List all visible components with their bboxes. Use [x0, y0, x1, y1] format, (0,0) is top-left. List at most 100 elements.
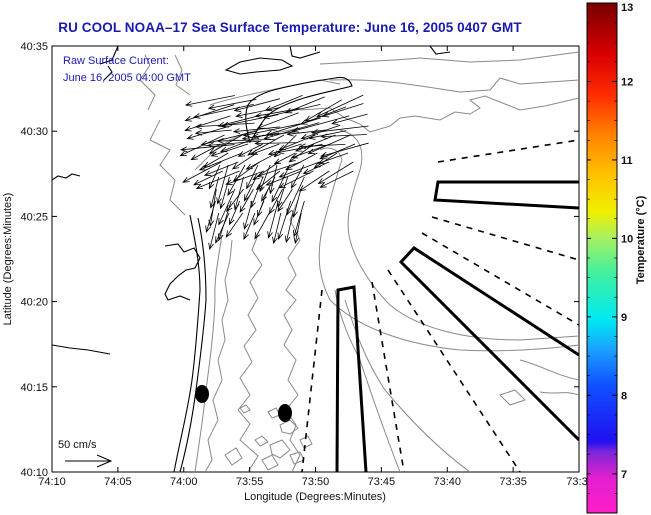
current-arrow — [193, 170, 223, 186]
current-arrow — [273, 152, 296, 165]
current-arrow — [268, 188, 283, 215]
coastline-path — [173, 214, 201, 472]
current-arrow — [216, 164, 229, 205]
y-tick-label: 40:20 — [20, 297, 48, 309]
dashed-transect — [371, 281, 405, 472]
current-arrow — [179, 134, 225, 157]
contour-line — [261, 454, 279, 471]
current-arrow — [232, 126, 280, 134]
x-tick-label: 73:55 — [236, 476, 264, 488]
x-tick-label: 73:40 — [433, 476, 461, 488]
colorbar-tick-label: 13 — [621, 2, 633, 14]
current-arrow — [207, 140, 260, 148]
current-arrow — [219, 176, 230, 210]
y-tick-label: 40:25 — [20, 211, 48, 223]
current-arrow — [210, 143, 249, 157]
current-arrow — [243, 176, 257, 202]
current-arrow — [229, 200, 241, 226]
current-arrow — [277, 188, 293, 213]
current-arrow — [208, 134, 243, 154]
current-arrow — [207, 98, 257, 111]
current-arrow — [320, 133, 367, 140]
contour-line — [499, 389, 526, 406]
dashed-transects — [301, 139, 579, 472]
contour-line — [224, 447, 243, 466]
contour-line — [174, 54, 191, 96]
current-arrow — [194, 129, 232, 136]
current-arrow — [272, 212, 282, 245]
dashed-transect — [387, 269, 521, 472]
coastline-path — [103, 65, 113, 81]
current-arrow — [271, 164, 291, 203]
survey-boxes — [335, 180, 579, 472]
survey-box — [335, 285, 368, 472]
current-arrow — [254, 140, 298, 147]
contour-line — [519, 359, 579, 381]
current-arrow — [184, 104, 235, 122]
current-arrow — [330, 113, 368, 125]
current-arrow — [180, 144, 235, 153]
current-arrow — [321, 103, 364, 118]
colorbar-tick-label: 11 — [621, 155, 633, 167]
current-arrow — [208, 212, 220, 251]
coastline-path — [224, 57, 294, 75]
y-tick-label: 40:30 — [20, 126, 48, 138]
current-arrow — [193, 104, 254, 119]
x-tick-label: 73:35 — [499, 476, 527, 488]
current-arrow — [246, 164, 259, 190]
colorbar-ticks: 13 12 11 10 9 8 7 — [587, 2, 633, 514]
current-arrow — [209, 176, 220, 209]
colorbar-tick-label: 10 — [621, 233, 633, 245]
contour-line — [194, 234, 223, 472]
coastline-path — [52, 344, 111, 355]
current-arrow — [253, 200, 265, 226]
current-arrow — [194, 122, 255, 130]
current-arrow — [203, 161, 239, 176]
x-tick-label: 74:00 — [170, 476, 198, 488]
coastline-path — [429, 46, 451, 55]
legend-line1: Raw Surface Current: — [63, 55, 169, 67]
map-layers: Raw Surface Current: June 16, 2005 04:00… — [52, 46, 579, 472]
contour-line — [204, 239, 233, 472]
current-arrow — [277, 200, 292, 241]
contour-line — [269, 439, 291, 459]
current-arrow — [250, 176, 264, 209]
current-arrow — [259, 164, 271, 193]
x-axis-label: Longitude (Degrees:Minutes) — [244, 491, 386, 503]
y-axis-label: Latitude (Degrees:Minutes) — [2, 193, 14, 326]
current-vectors — [179, 94, 369, 251]
current-arrow — [250, 143, 280, 155]
current-arrow — [239, 188, 254, 214]
current-arrow — [261, 176, 276, 202]
current-arrow — [243, 200, 253, 230]
colorbar-tick-label: 9 — [621, 312, 627, 324]
current-arrow — [267, 200, 279, 239]
current-arrow — [319, 143, 356, 160]
coastline-path — [179, 217, 207, 472]
coastline-path — [164, 243, 201, 301]
contour-line — [339, 129, 579, 341]
contour-line — [149, 119, 186, 216]
current-arrow — [216, 138, 275, 144]
current-arrow — [254, 212, 270, 240]
x-tick-label: 73:3 — [566, 476, 587, 488]
current-arrow — [263, 122, 320, 140]
mooring-dot — [278, 404, 292, 422]
current-arrow — [205, 200, 216, 233]
y-tick-label: 40:15 — [20, 382, 48, 394]
coastline — [52, 46, 451, 472]
coastline-path — [99, 46, 119, 65]
current-arrow — [243, 212, 256, 241]
current-arrow — [317, 161, 354, 185]
current-arrow — [317, 152, 349, 165]
current-arrow — [255, 170, 281, 191]
current-arrow — [227, 164, 246, 197]
contour-line — [299, 95, 579, 133]
current-arrow — [292, 200, 305, 238]
current-arrow — [256, 112, 299, 129]
current-arrow — [225, 212, 244, 238]
current-arrow — [200, 130, 258, 147]
y-tick-label: 40:10 — [20, 467, 48, 479]
colorbar-label: Temperature (°C) — [635, 195, 647, 284]
x-axis: 74:10 74:05 74:00 73:55 73:50 73:45 73:40 73:35… — [38, 46, 588, 488]
